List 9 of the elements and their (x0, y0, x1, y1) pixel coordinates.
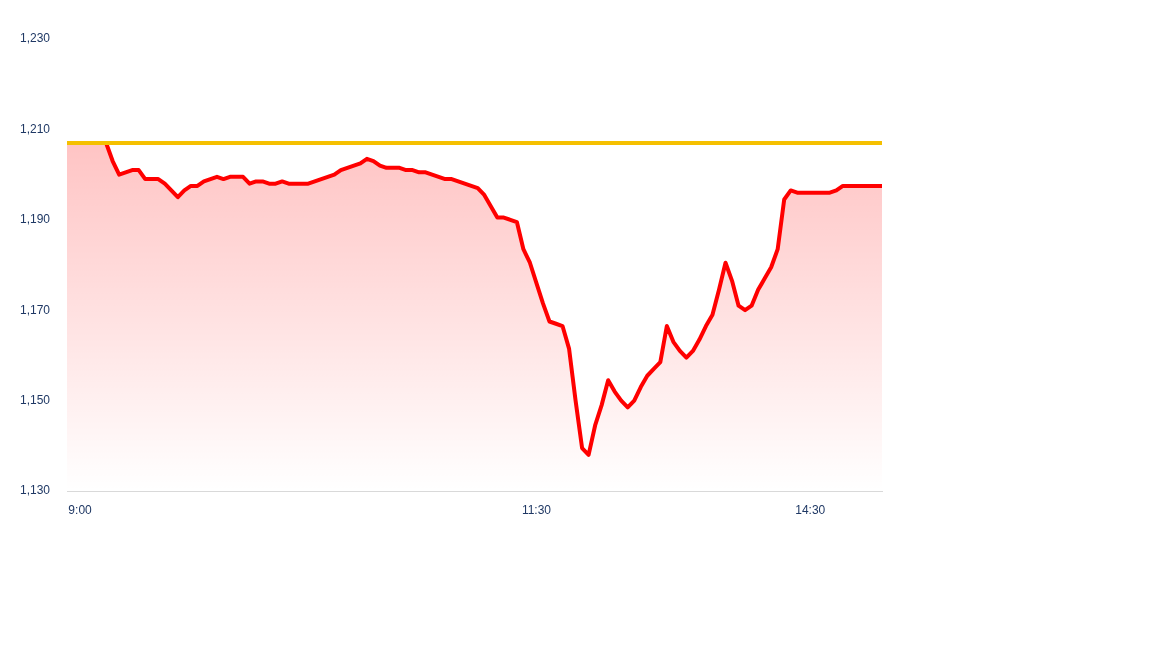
y-tick-label: 1,230 (19, 31, 51, 46)
y-tick-label: 1,130 (19, 483, 51, 498)
x-tick-label: 9:00 (68, 502, 93, 517)
x-tick-label: 11:30 (521, 502, 552, 517)
y-tick-label: 1,190 (19, 212, 51, 227)
y-tick-label: 1,210 (19, 121, 51, 136)
y-tick-label: 1,150 (19, 392, 51, 407)
y-tick-label: 1,170 (19, 302, 51, 317)
x-tick-label: 14:30 (795, 502, 826, 517)
